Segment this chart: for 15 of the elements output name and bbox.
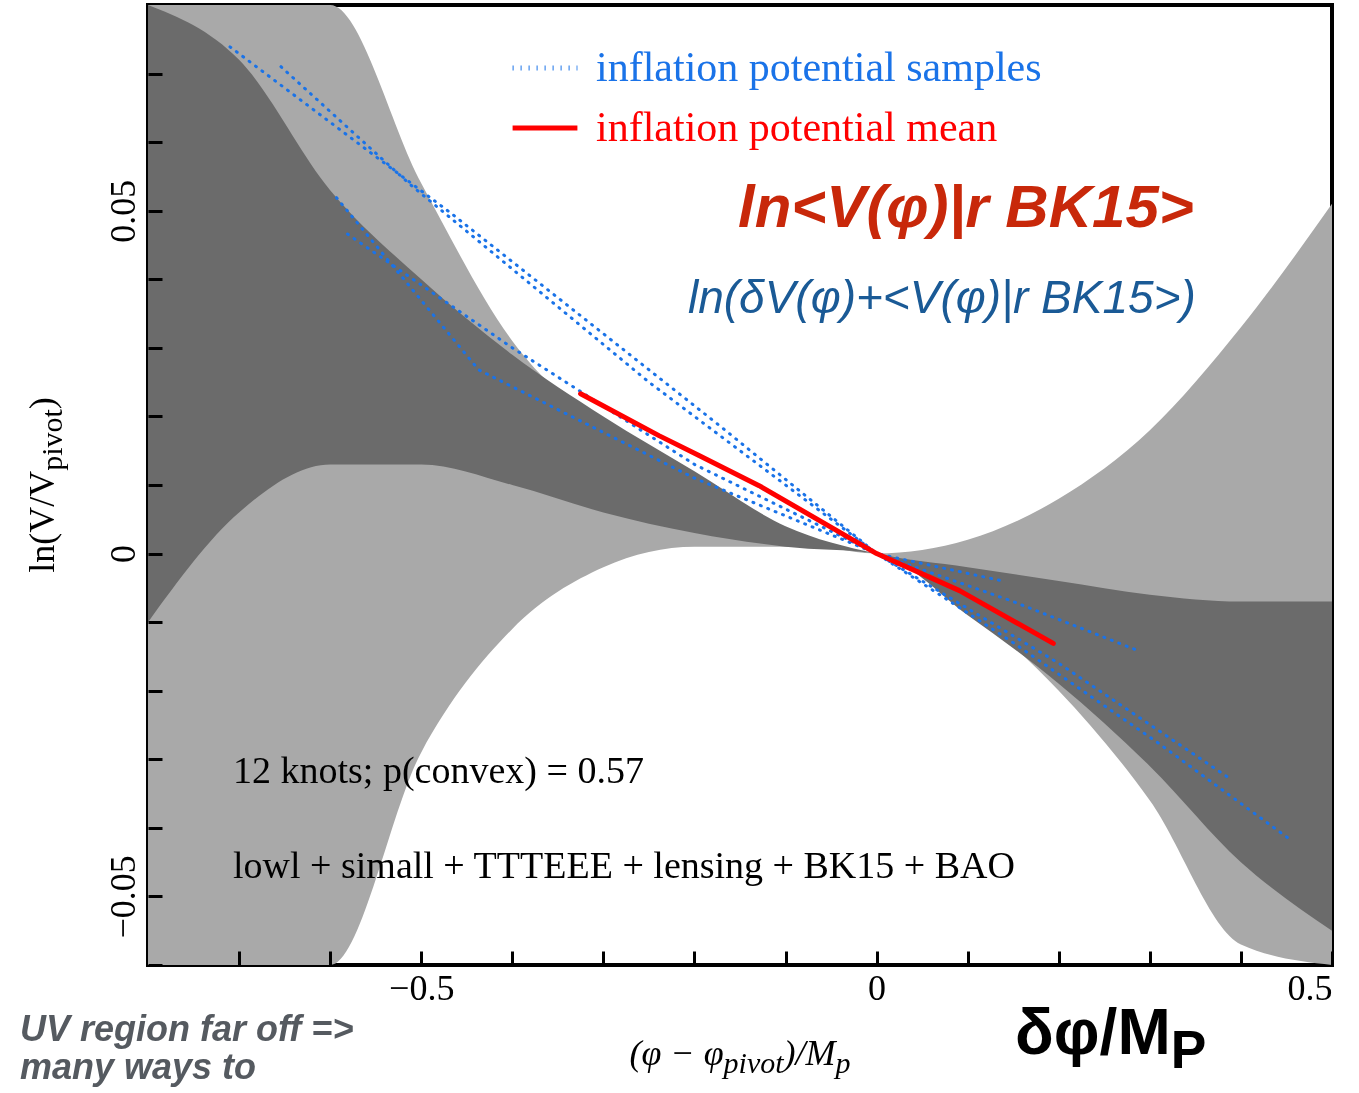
y-tick-label: 0.05 [102, 179, 143, 243]
x-tick-label: 0 [868, 967, 887, 1008]
y-tick-label: −0.05 [102, 855, 143, 939]
x-tick-label: −0.5 [389, 967, 455, 1008]
x-axis-title: (φ − φ$_{pivot}$)/M$_{p}$ [629, 1033, 851, 1080]
text: UV region far off => many ways to [20, 1008, 355, 1087]
annotation: 12 knots; p(convex) = 0.57 [233, 748, 644, 792]
annotation: lowl + simall + TTTEEE + lensing + BK15 + BAO [233, 843, 1015, 887]
y-tick-label: 0 [102, 545, 143, 564]
annotation: ln<V(φ)|r BK15> [738, 172, 1194, 241]
annotation: ln(δV(φ)+<V(φ)|r BK15>) [688, 270, 1196, 324]
text: δφ/M$_{P}$ [1015, 995, 1207, 1080]
x-tick-label: 0.5 [1287, 967, 1333, 1008]
legend-label: inflation potential samples [596, 44, 1042, 90]
legend-label: inflation potential mean [596, 104, 998, 150]
